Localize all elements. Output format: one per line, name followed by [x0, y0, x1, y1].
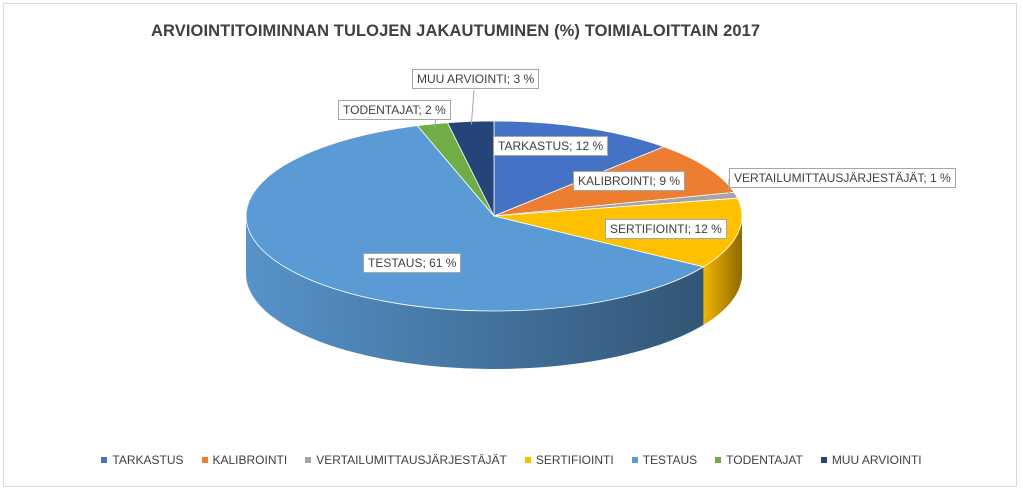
- legend-swatch: [715, 456, 722, 463]
- data-label-kalibrointi: KALIBROINTI; 9 %: [573, 171, 686, 191]
- data-label-todentajat: TODENTAJAT; 2 %: [338, 100, 451, 120]
- data-label-muu-arviointi: MUU ARVIOINTI; 3 %: [412, 69, 540, 89]
- legend-label: SERTIFIOINTI: [535, 452, 614, 467]
- legend-label: KALIBROINTI: [212, 452, 288, 467]
- legend-swatch: [201, 456, 208, 463]
- legend-swatch: [524, 456, 531, 463]
- pie-side-walls: [246, 216, 742, 369]
- legend-label: TODENTAJAT: [726, 452, 803, 467]
- legend-swatch: [820, 456, 827, 463]
- slice-muu-arviointi: [446, 120, 495, 217]
- slice-testaus: [245, 125, 705, 312]
- legend-item-todentajat: TODENTAJAT: [715, 452, 803, 467]
- legend-label: VERTAILUMITTAUSJÄRJESTÄJÄT: [316, 452, 507, 467]
- legend-label: TARKASTUS: [112, 452, 184, 467]
- legend-swatch: [631, 456, 638, 463]
- data-label-vertailumittausjarjestajat: VERTAILUMITTAUSJÄRJESTÄJÄT; 1 %: [729, 168, 956, 188]
- legend-item-testaus: TESTAUS: [631, 452, 698, 467]
- data-label-tarkastus: TARKASTUS; 12 %: [493, 136, 609, 156]
- legend-item-muu-arviointi: MUU ARVIOINTI: [820, 452, 922, 467]
- slice-side-shade: [703, 216, 742, 325]
- legend-swatch: [101, 456, 108, 463]
- legend-item-kalibrointi: KALIBROINTI: [201, 452, 288, 467]
- leader-line-muu-arviointi: [470, 89, 475, 125]
- slice-side-shade: [246, 216, 704, 369]
- legend-item-vertailumittausjarjestajat: VERTAILUMITTAUSJÄRJESTÄJÄT: [305, 452, 507, 467]
- legend-item-sertifiointi: SERTIFIOINTI: [524, 452, 614, 467]
- chart-title: ARVIOINTITOIMINNAN TULOJEN JAKAUTUMINEN …: [151, 22, 761, 40]
- legend: TARKASTUS KALIBROINTI VERTAILUMITTAUSJÄRJE…: [0, 452, 1023, 467]
- legend-item-tarkastus: TARKASTUS: [101, 452, 184, 467]
- legend-label: MUU ARVIOINTI: [831, 452, 922, 467]
- data-label-testaus: TESTAUS; 61 %: [363, 253, 462, 273]
- legend-label: TESTAUS: [642, 452, 698, 467]
- data-label-sertifiointi: SERTIFIOINTI; 12 %: [605, 219, 727, 239]
- legend-swatch: [305, 456, 312, 463]
